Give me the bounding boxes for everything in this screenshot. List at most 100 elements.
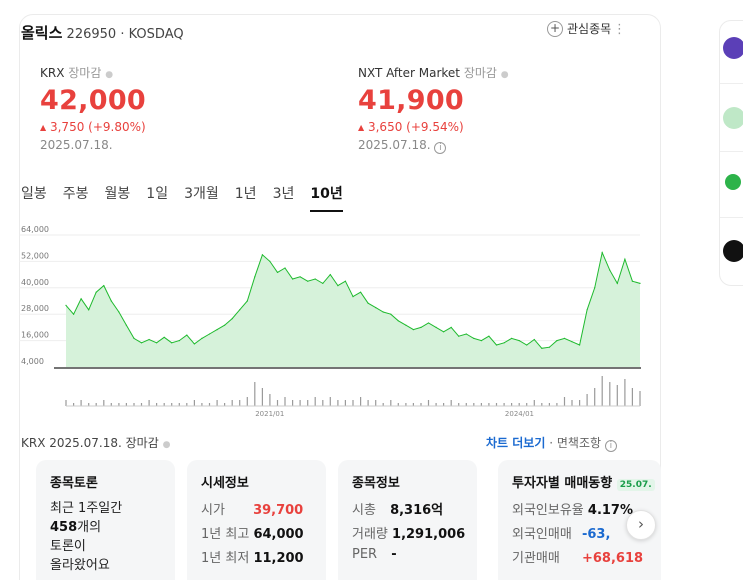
quote-card[interactable]: 시세정보 시가 39,700 1년 최고 64,000 1년 최저 11,200 bbox=[187, 460, 326, 580]
krx-change: ▲ 3,750 (+9.80%) bbox=[40, 120, 146, 134]
plus-icon: + bbox=[547, 20, 563, 37]
tab-weekly[interactable]: 주봉 bbox=[62, 186, 89, 202]
price-point bbox=[458, 335, 460, 337]
nxt-change: ▲ 3,650 (+9.54%) bbox=[358, 120, 509, 134]
price-point bbox=[390, 313, 392, 315]
price-point bbox=[88, 309, 90, 311]
price-point bbox=[110, 300, 112, 302]
row-label: 외국인매매 bbox=[512, 527, 572, 542]
stock-name[interactable]: 올릭스 bbox=[21, 24, 63, 42]
row-label: 1년 최저 bbox=[201, 551, 250, 566]
price-point bbox=[412, 329, 414, 331]
stock-market: KOSDAQ bbox=[128, 27, 184, 42]
info-row: 거래량 1,291,006 bbox=[352, 523, 465, 542]
divider bbox=[720, 151, 743, 152]
volume-bar bbox=[495, 403, 498, 406]
favorite-label: 관심종목 bbox=[567, 22, 612, 36]
volume-bar bbox=[322, 400, 324, 406]
tab-1day[interactable]: 1일 bbox=[146, 186, 169, 202]
nxt-change-value: 3,650 bbox=[367, 120, 403, 134]
volume-bar bbox=[458, 403, 460, 406]
side-item-icon[interactable] bbox=[723, 107, 743, 129]
volume-bar bbox=[344, 400, 346, 406]
chart-more-link[interactable]: 차트 더보기 bbox=[486, 436, 546, 450]
price-point bbox=[556, 340, 558, 342]
row-label: 1년 최고 bbox=[201, 527, 250, 542]
price-point bbox=[427, 322, 430, 324]
status-dot-icon: ● bbox=[162, 440, 171, 450]
price-point bbox=[488, 335, 490, 337]
chevron-right-icon[interactable]: › bbox=[626, 510, 656, 540]
price-point bbox=[254, 276, 256, 278]
price-point bbox=[65, 304, 67, 306]
volume-bar bbox=[239, 400, 241, 406]
y-axis-labels: 64,000 52,000 40,000 28,000 16,000 4,000 bbox=[21, 226, 49, 366]
price-point bbox=[186, 334, 188, 336]
meta-status: 장마감 bbox=[125, 436, 159, 450]
side-item-icon[interactable] bbox=[723, 37, 743, 59]
volume-bar bbox=[186, 403, 188, 406]
info-icon[interactable]: i bbox=[434, 142, 447, 154]
price-point bbox=[178, 340, 180, 342]
date-badge: 25.07. bbox=[616, 479, 655, 491]
krx-price-block: KRX 장마감 ● 42,000 ▲ 3,750 (+9.80%) 2025.0… bbox=[40, 64, 146, 152]
discussion-card[interactable]: 종목토론 최근 1주일간 458개의 토론이 올라왔어요 bbox=[36, 460, 175, 580]
side-item-icon[interactable] bbox=[725, 174, 741, 190]
info-icon[interactable]: i bbox=[604, 440, 617, 452]
krx-change-value: 3,750 bbox=[49, 120, 85, 134]
price-point bbox=[284, 267, 286, 269]
price-point bbox=[563, 337, 566, 339]
volume-bar bbox=[163, 403, 165, 406]
row-value: 64,000 bbox=[253, 527, 304, 542]
price-point bbox=[337, 285, 339, 287]
tab-monthly[interactable]: 월봉 bbox=[104, 186, 131, 202]
volume-bar bbox=[118, 403, 120, 406]
price-point bbox=[156, 342, 158, 344]
price-point bbox=[231, 318, 233, 320]
tab-10year[interactable]: 10년 bbox=[310, 183, 343, 212]
volume-bar bbox=[488, 403, 490, 406]
volume-bar bbox=[405, 403, 407, 406]
favorite-button[interactable]: + 관심종목 bbox=[547, 20, 611, 37]
price-chart[interactable]: 64,000 52,000 40,000 28,000 16,000 4,000 2021… bbox=[19, 226, 644, 422]
disclaimer-link[interactable]: 면책조항 bbox=[556, 436, 602, 450]
volume-bar bbox=[95, 403, 97, 406]
price-point bbox=[163, 336, 165, 338]
nxt-exchange: NXT After Market bbox=[358, 66, 461, 80]
tab-3year[interactable]: 3년 bbox=[272, 186, 295, 202]
volume-bar bbox=[390, 400, 392, 406]
card-title: 종목토론 bbox=[50, 476, 98, 491]
volume-bar bbox=[307, 400, 309, 406]
stock-info-card[interactable]: 종목정보 시총 8,316억 거래량 1,291,006 PER - bbox=[338, 460, 477, 580]
volume-bar bbox=[465, 403, 467, 406]
tab-3month[interactable]: 3개월 bbox=[184, 186, 219, 202]
tab-daily[interactable]: 일봉 bbox=[21, 186, 47, 202]
krx-exchange: KRX bbox=[40, 66, 65, 80]
volume-bars bbox=[65, 376, 641, 407]
nxt-label: NXT After Market 장마감 ● bbox=[358, 64, 509, 81]
volume-bar bbox=[133, 403, 135, 406]
investor-card[interactable]: 투자자별 매매동향 25.07. 외국인보유율 4.17% 외국인매매 -63,… bbox=[498, 460, 661, 580]
more-options-icon[interactable]: ⋮ bbox=[613, 22, 626, 37]
discussion-line: 458개의 bbox=[50, 518, 161, 537]
volume-bar bbox=[616, 385, 618, 406]
volume-bar bbox=[624, 379, 626, 406]
meta-exchange: KRX bbox=[21, 436, 46, 450]
krx-date: 2025.07.18. bbox=[40, 138, 113, 152]
price-point bbox=[125, 324, 127, 326]
price-point bbox=[548, 346, 551, 348]
card-title: 종목정보 bbox=[352, 476, 400, 491]
side-item-icon[interactable] bbox=[723, 240, 743, 262]
volume-bar bbox=[337, 400, 339, 406]
volume-bar bbox=[548, 403, 550, 406]
info-row: PER - bbox=[352, 547, 463, 562]
krx-change-pct: (+9.80%) bbox=[88, 120, 146, 134]
price-point bbox=[276, 271, 279, 273]
volume-bar bbox=[450, 400, 452, 406]
volume-bar bbox=[73, 403, 75, 406]
volume-bar bbox=[352, 400, 354, 406]
price-point bbox=[518, 340, 520, 342]
tab-1year[interactable]: 1년 bbox=[234, 186, 257, 202]
volume-bar bbox=[88, 403, 90, 406]
price-point bbox=[541, 347, 543, 349]
